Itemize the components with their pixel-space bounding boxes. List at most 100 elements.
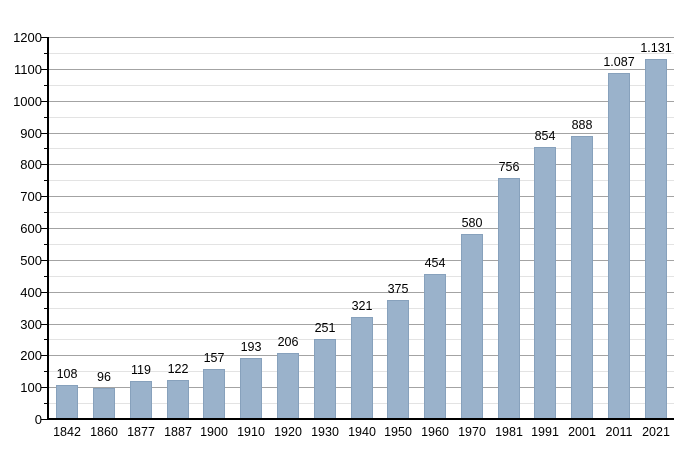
y-axis-label-1200: 1200 [13,30,42,45]
bar-value-label-2001: 888 [571,118,593,132]
y-axis-label-700: 700 [20,189,42,204]
y-axis-tick-650 [44,212,47,213]
x-axis-label-1910: 1910 [237,425,265,439]
y-axis-label-500: 500 [20,253,42,268]
bar-value-label-1930: 251 [314,321,336,335]
bar-1970 [461,234,483,419]
bar-1960 [424,274,446,419]
y-axis-tick-50 [44,403,47,404]
y-axis-label-400: 400 [20,285,42,300]
y-axis-label-800: 800 [20,157,42,172]
y-axis-tick-1200 [41,37,47,38]
x-axis-label-1887: 1887 [164,425,192,439]
bar-2011 [608,73,630,419]
x-axis-label-1900: 1900 [200,425,228,439]
bar-1940 [351,317,373,419]
bar-value-label-1940: 321 [351,299,373,313]
x-axis-label-2021: 2021 [642,425,670,439]
bar-value-label-2021: 1.131 [640,41,672,55]
bar-2001 [571,136,593,419]
bar-value-label-1981: 756 [498,160,520,174]
bar-value-label-1970: 580 [461,216,483,230]
bar-1920 [277,353,299,419]
x-axis-label-1930: 1930 [311,425,339,439]
bar-value-label-1991: 854 [534,129,556,143]
y-axis-label-600: 600 [20,221,42,236]
bar-value-label-1860: 96 [97,370,111,384]
major-gridline-700 [49,196,674,197]
y-axis-tick-450 [44,276,47,277]
x-axis-label-1877: 1877 [127,425,155,439]
bar-value-label-1842: 108 [56,367,78,381]
x-axis-label-1842: 1842 [53,425,81,439]
bar-value-label-1900: 157 [203,351,225,365]
x-axis-label-1920: 1920 [274,425,302,439]
bar-value-label-1910: 193 [240,340,262,354]
major-gridline-500 [49,260,674,261]
minor-gridline-950 [49,117,674,118]
bar-value-label-2011: 1.087 [603,55,635,69]
bar-1860 [93,388,115,419]
y-axis-tick-800 [41,164,47,165]
major-gridline-1200 [49,37,674,38]
x-axis-label-1981: 1981 [495,425,523,439]
y-axis-tick-700 [41,196,47,197]
y-axis-tick-400 [41,292,47,293]
minor-gridline-650 [49,212,674,213]
y-axis-tick-500 [41,260,47,261]
y-axis-tick-350 [44,308,47,309]
y-axis-label-1000: 1000 [13,94,42,109]
x-axis-label-1970: 1970 [458,425,486,439]
minor-gridline-450 [49,276,674,277]
y-axis-tick-250 [44,339,47,340]
bar-1930 [314,339,336,419]
minor-gridline-1050 [49,85,674,86]
y-axis-tick-1150 [44,53,47,54]
y-axis-tick-850 [44,148,47,149]
y-axis-tick-900 [41,133,47,134]
minor-gridline-1150 [49,53,674,54]
bar-value-label-1920: 206 [277,335,299,349]
plot-area: 0 100 200 300 400 500 600 700 800 900 1000 1100 1200… [13,31,674,439]
x-axis-label-1950: 1950 [384,425,412,439]
x-axis-label-1960: 1960 [421,425,449,439]
bar-1842 [56,385,78,419]
y-axis-line [47,37,49,419]
minor-gridline-350 [49,308,674,309]
bar-1887 [167,380,189,419]
y-axis-tick-1100 [41,69,47,70]
bar-value-label-1960: 454 [424,256,446,270]
bar-1910 [240,358,262,419]
y-axis-tick-0 [41,419,47,420]
y-axis-label-0: 0 [34,412,42,427]
bar-1981 [498,178,520,419]
major-gridline-1100 [49,69,674,70]
y-axis-label-300: 300 [20,317,42,332]
bar-2021 [645,59,667,419]
y-axis-label-900: 900 [20,126,42,141]
major-gridline-900 [49,133,674,134]
y-axis-tick-100 [41,387,47,388]
x-axis-label-2001: 2001 [568,425,596,439]
y-axis-tick-300 [41,324,47,325]
y-axis-label-100: 100 [20,380,42,395]
x-axis-label-1940: 1940 [348,425,376,439]
major-gridline-1000 [49,101,674,102]
major-gridline-800 [49,164,674,165]
y-axis-tick-1050 [44,85,47,86]
minor-gridline-750 [49,180,674,181]
bar-1950 [387,300,409,419]
minor-gridline-850 [49,148,674,149]
y-axis-tick-200 [41,355,47,356]
bar-1877 [130,381,152,419]
major-gridline-400 [49,292,674,293]
minor-gridline-550 [49,244,674,245]
x-axis-label-2011: 2011 [605,425,633,439]
bar-value-label-1950: 375 [387,282,409,296]
y-axis-tick-1000 [41,101,47,102]
y-axis-label-1100: 1100 [14,62,42,77]
x-axis-label-1860: 1860 [90,425,118,439]
y-axis-tick-600 [41,228,47,229]
bar-1991 [534,147,556,419]
